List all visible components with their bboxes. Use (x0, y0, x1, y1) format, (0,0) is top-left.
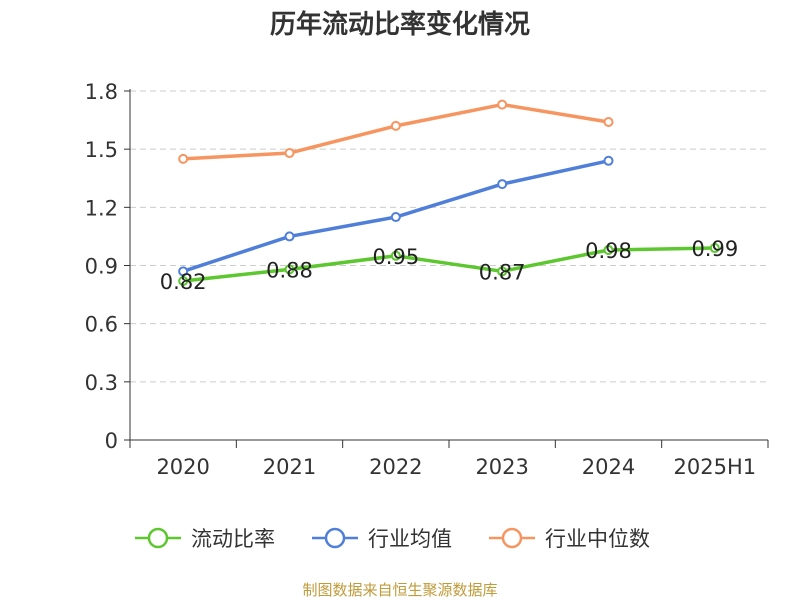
legend-item-current-ratio[interactable]: 流动比率 (133, 521, 275, 555)
x-tick-label: 2023 (475, 455, 528, 479)
data-point-industry-median[interactable] (497, 99, 508, 110)
series-line-industry-median (183, 102, 609, 161)
legend-label-industry-median: 行业中位数 (545, 527, 650, 551)
data-label: 0.87 (479, 260, 526, 284)
data-point-industry-avg[interactable] (284, 231, 295, 242)
data-point-current-ratio[interactable] (603, 244, 614, 255)
series-line-current-ratio (182, 246, 715, 283)
data-point-industry-avg[interactable] (178, 266, 189, 277)
y-tick-label: 1.8 (85, 80, 118, 104)
legend-label-industry-average: 行业均值 (368, 527, 452, 551)
legend-item-industry-median[interactable]: 行业中位数 (487, 521, 650, 555)
grid-lines (130, 90, 768, 383)
x-tick-label: 2021 (263, 455, 316, 479)
data-point-industry-median[interactable] (603, 117, 614, 128)
y-tick-label: 0.3 (85, 371, 118, 395)
legend-marker-current-ratio (135, 527, 181, 549)
y-tick-label: 1.2 (85, 196, 118, 220)
data-label: 0.99 (691, 237, 738, 261)
y-tick-label: 1.5 (85, 138, 118, 162)
x-tick-label: 2024 (582, 455, 635, 479)
data-label: 0.98 (585, 239, 632, 263)
legend-label-current-ratio: 流动比率 (191, 527, 275, 551)
y-tick-label: 0 (105, 429, 118, 453)
x-tick-label: 2020 (156, 455, 209, 479)
legend: 流动比率 行业均值 行业中位数 (0, 521, 800, 555)
data-label: 0.82 (160, 270, 207, 294)
x-tick-label: 2025H1 (674, 455, 757, 479)
x-tick-label: 2022 (369, 455, 422, 479)
legend-item-industry-average[interactable]: 行业均值 (310, 521, 452, 555)
y-tick-label: 0.9 (85, 255, 118, 279)
data-labels: 0.82 0.88 0.95 0.87 0.98 0.99 (160, 237, 738, 294)
data-point-industry-median[interactable] (284, 148, 295, 159)
data-point-industry-median[interactable] (178, 153, 189, 164)
y-tick-label: 0.6 (85, 313, 118, 337)
data-point-current-ratio[interactable] (390, 250, 401, 261)
axes: 0 0.3 0.6 0.9 1.2 1.5 1.8 2020 2021 2022 2023 2024 2… (85, 80, 769, 479)
data-point-current-ratio[interactable] (178, 276, 189, 287)
legend-marker-industry-average (312, 527, 358, 549)
data-point-industry-avg[interactable] (497, 179, 508, 190)
data-point-industry-median[interactable] (390, 120, 401, 131)
data-point-industry-avg[interactable] (603, 155, 614, 166)
data-point-current-ratio[interactable] (709, 243, 720, 254)
data-point-current-ratio[interactable] (497, 266, 508, 277)
data-source-note: 制图数据来自恒生聚源数据库 (302, 581, 498, 599)
data-label: 0.88 (266, 258, 313, 282)
data-point-industry-avg[interactable] (390, 212, 401, 223)
data-label: 0.95 (372, 245, 419, 269)
series-lines (178, 99, 720, 287)
data-point-current-ratio[interactable] (284, 264, 295, 275)
legend-marker-industry-median (489, 527, 535, 549)
chart-title: 历年流动比率变化情况 (269, 10, 530, 40)
